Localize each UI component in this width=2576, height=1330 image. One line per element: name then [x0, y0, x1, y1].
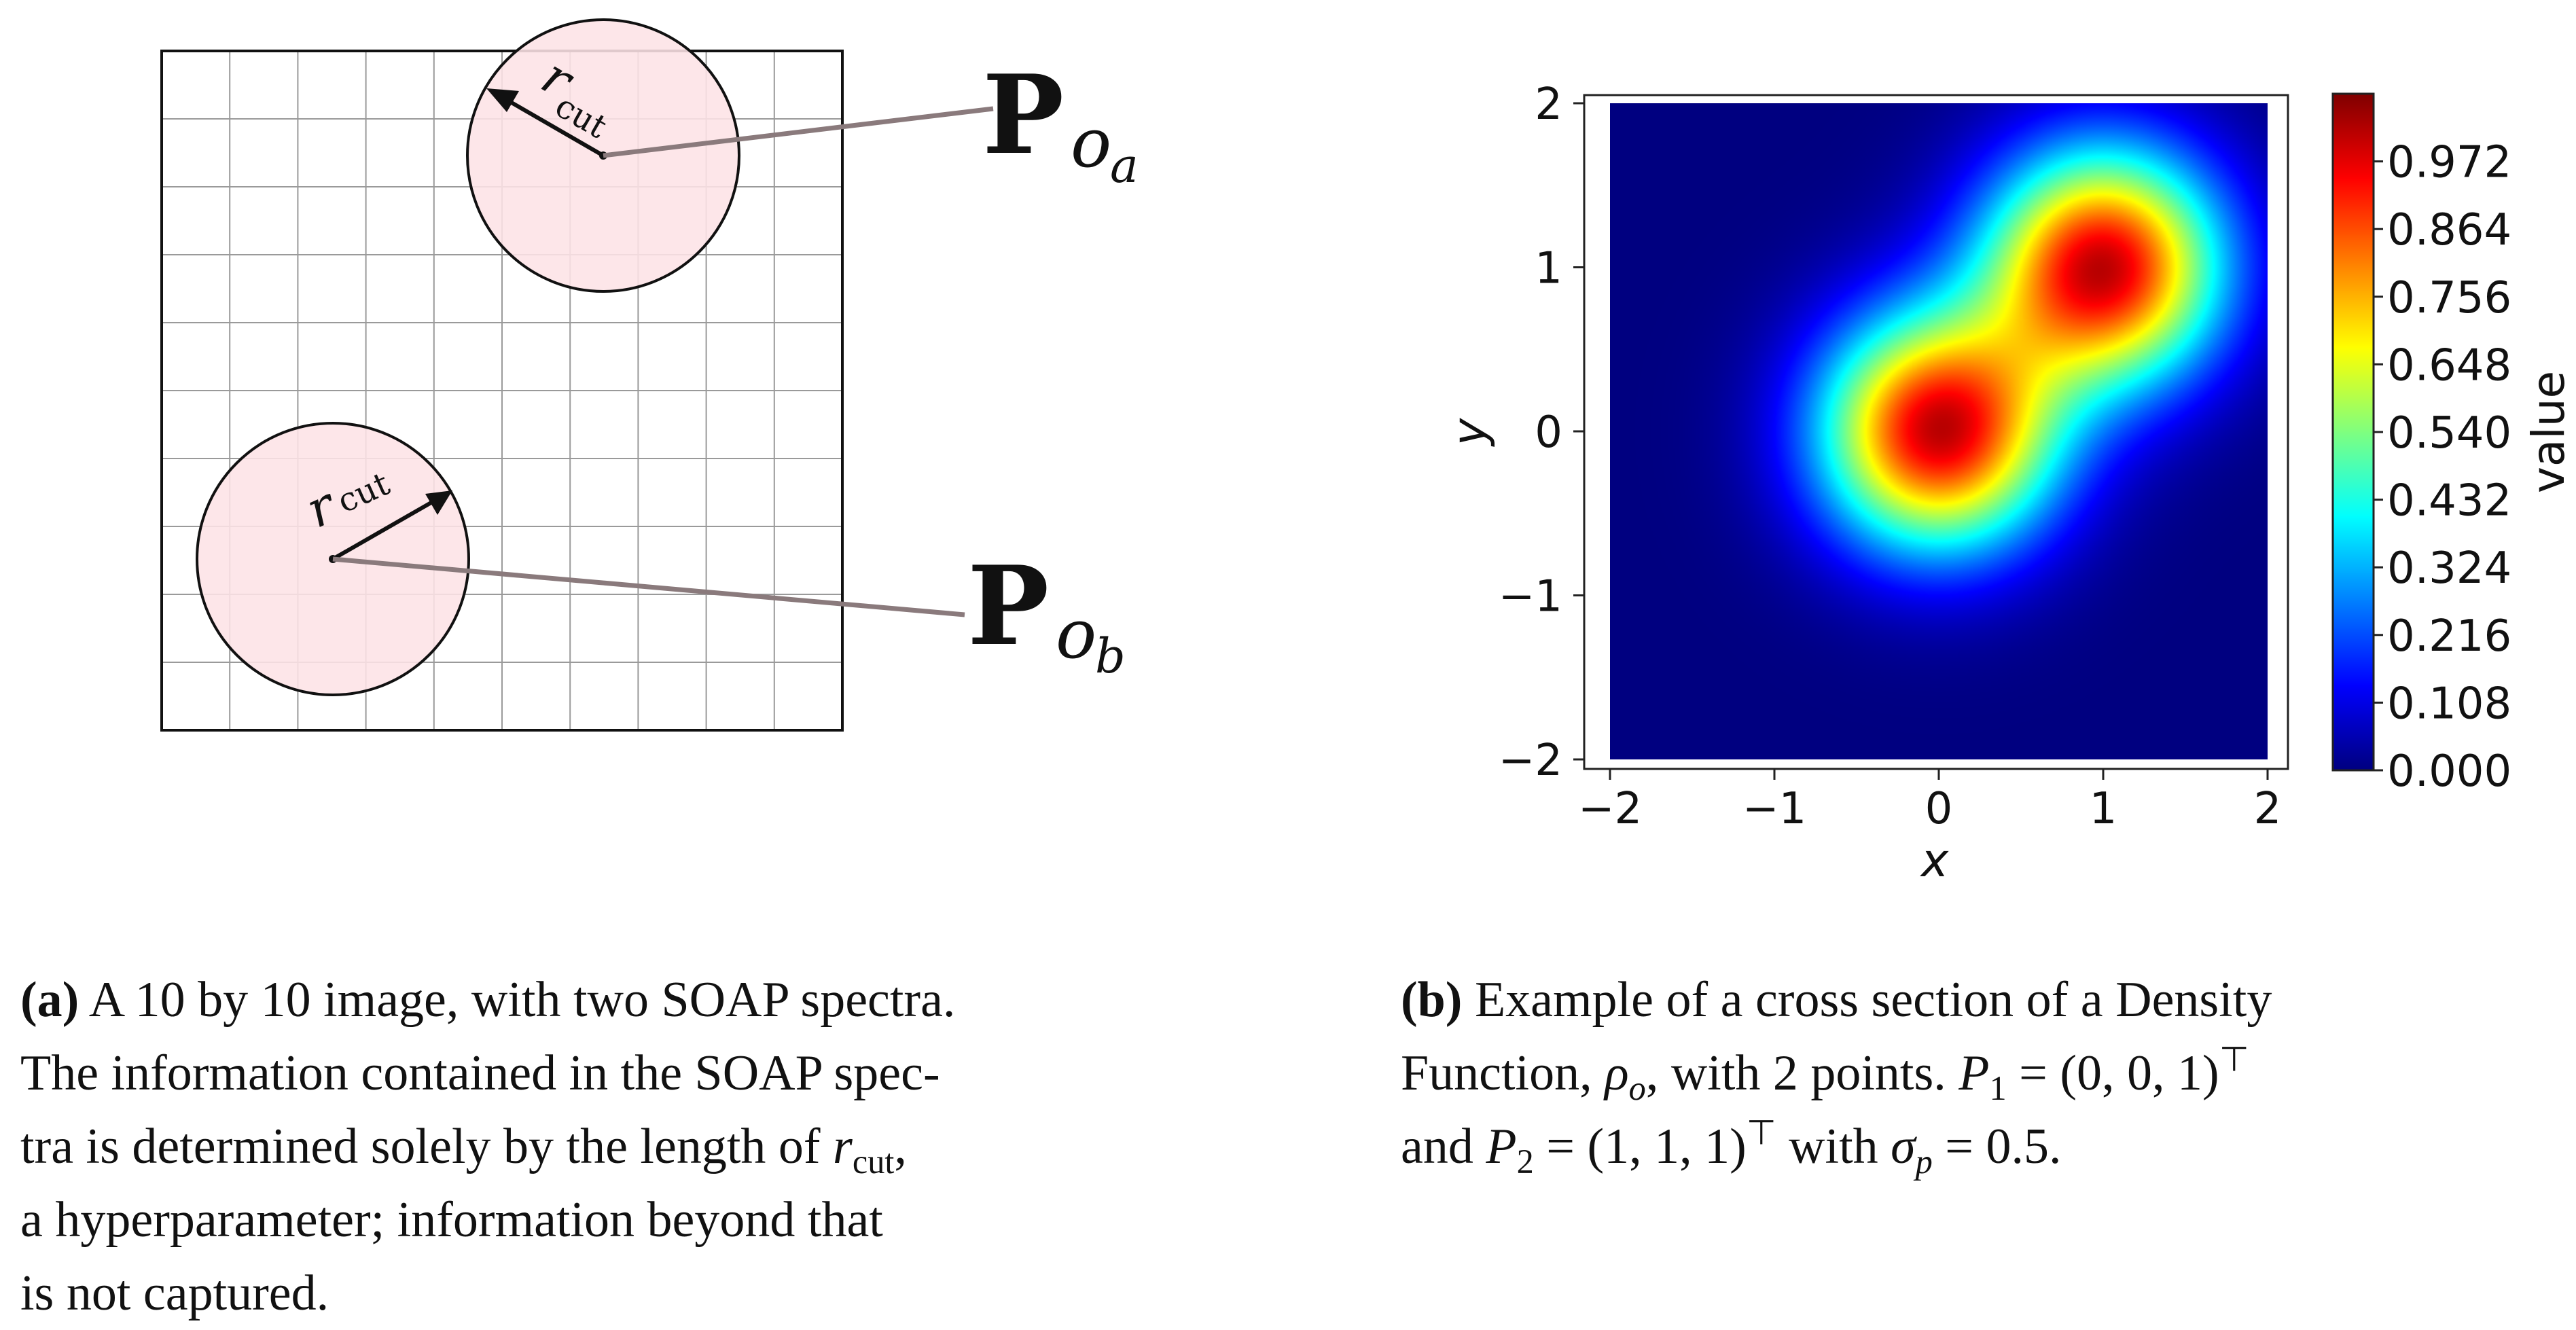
spectrum-label-a: P o a [982, 51, 1139, 194]
x-tick-label: 0 [1925, 784, 1953, 834]
caption-b-p1-val: = (0, 0, 1) [2006, 1045, 2219, 1101]
caption-b-text: and [1401, 1119, 1486, 1174]
caption-a-line: is not captured. [20, 1265, 329, 1321]
image-border [160, 50, 844, 732]
caption-b-p1-sub: 1 [1989, 1069, 2007, 1108]
caption-a-text: A 10 by 10 image, with two SOAP spectra. [88, 972, 956, 1028]
caption-a-line: (a) A 10 by 10 image, with two SOAP spec… [20, 963, 1107, 1037]
arrowhead-b [425, 490, 452, 515]
x-axis: −2 −1 0 1 2 [1578, 769, 2282, 834]
panel-b: −2 −1 0 1 2 2 1 0 −1 −2 x y 0.972 0.864 0.756 0.648… [1443, 79, 2575, 888]
colorbar [2333, 94, 2374, 770]
caption-b-transpose: ⊤ [2219, 1040, 2249, 1079]
caption-b-transpose: ⊤ [1746, 1113, 1776, 1152]
connector-a [603, 106, 994, 158]
caption-b-sigma-val: = 0.5. [1932, 1119, 2062, 1174]
caption-b-p2-val: = (1, 1, 1) [1533, 1119, 1747, 1174]
y-axis-label: y [1443, 418, 1497, 447]
colorbar-tick-label: 0.864 [2387, 205, 2511, 255]
caption-a-text: , [894, 1119, 907, 1174]
caption-b-text: Function, [1401, 1045, 1605, 1101]
x-tick-label: 2 [2254, 784, 2282, 834]
y-tick-label: 0 [1535, 408, 1562, 458]
caption-a-line: a hyperparameter; information beyond tha… [20, 1192, 883, 1248]
y-tick-label: 2 [1535, 79, 1562, 130]
caption-a-text: tra is determined solely by the length o… [20, 1119, 834, 1174]
y-axis: 2 1 0 −1 −2 [1499, 79, 1584, 786]
caption-b-p2: P [1486, 1119, 1517, 1174]
caption-a-line: The information contained in the SOAP sp… [20, 1045, 940, 1101]
connector-b [332, 556, 965, 617]
caption-a: (a) A 10 by 10 image, with two SOAP spec… [20, 963, 1107, 1330]
caption-b-label: (b) [1401, 972, 1463, 1028]
radius-arrow-b [332, 499, 435, 561]
caption-a-line: tra is determined solely by the length o… [20, 1110, 1107, 1183]
panel-a: r cut r cut P o a P o b [160, 18, 1139, 732]
colorbar-tick-label: 0.000 [2387, 747, 2511, 797]
caption-b-line: and P2 = (1, 1, 1)⊤ with σp = 0.5. [1401, 1110, 2556, 1183]
svg-text:a: a [1110, 138, 1139, 194]
caption-b-text: with [1776, 1119, 1891, 1174]
caption-b-p1: P [1958, 1045, 1990, 1101]
caption-b-rho-sub: o [1628, 1069, 1646, 1108]
x-tick-label: −1 [1742, 784, 1806, 834]
spectrum-label-b: P o b [967, 542, 1126, 684]
colorbar-tick-label: 0.972 [2387, 138, 2511, 188]
svg-text:P: P [982, 51, 1064, 179]
colorbar-tick-label: 0.108 [2387, 679, 2511, 729]
caption-b-sigma: σ [1891, 1119, 1916, 1174]
x-tick-label: −2 [1578, 784, 1642, 834]
caption-b-p2-sub: 2 [1516, 1143, 1534, 1181]
y-tick-label: −2 [1499, 736, 1562, 786]
colorbar-tick-label: 0.540 [2387, 408, 2511, 459]
caption-b-line: Function, ρo, with 2 points. P1 = (0, 0,… [1401, 1037, 2556, 1110]
caption-b-text: Example of a cross section of a Density [1474, 972, 2272, 1028]
colorbar-tick-label: 0.756 [2387, 273, 2511, 323]
colorbar-tick-label: 0.324 [2387, 543, 2511, 594]
arrowhead-a [486, 88, 519, 112]
colorbar-axis: 0.972 0.864 0.756 0.648 0.540 0.432 0.324 0.216… [2374, 138, 2511, 797]
caption-b: (b) Example of a cross section of a Dens… [1401, 963, 2556, 1183]
svg-text:b: b [1095, 628, 1126, 684]
y-tick-label: 1 [1535, 244, 1562, 294]
caption-a-label: (a) [20, 972, 79, 1028]
y-tick-label: −1 [1499, 572, 1562, 622]
caption-b-sigma-sub: p [1915, 1143, 1933, 1181]
caption-b-rho: ρ [1605, 1045, 1629, 1101]
colorbar-tick-label: 0.216 [2387, 611, 2511, 662]
density-heatmap [1610, 103, 2268, 759]
colorbar-label: value [2522, 371, 2575, 493]
x-axis-label: x [1920, 834, 1949, 888]
caption-b-line: (b) Example of a cross section of a Dens… [1401, 963, 2556, 1037]
svg-text:P: P [967, 542, 1049, 670]
caption-a-cut: cut [852, 1143, 895, 1181]
svg-text:o: o [1056, 594, 1096, 674]
svg-text:o: o [1071, 103, 1111, 183]
caption-b-text: , with 2 points. [1645, 1045, 1959, 1101]
colorbar-tick-label: 0.432 [2387, 476, 2511, 526]
radius-arrow-a [505, 98, 605, 158]
x-tick-label: 1 [2090, 784, 2117, 834]
colorbar-tick-label: 0.648 [2387, 340, 2511, 391]
caption-a-r: r [833, 1119, 853, 1174]
